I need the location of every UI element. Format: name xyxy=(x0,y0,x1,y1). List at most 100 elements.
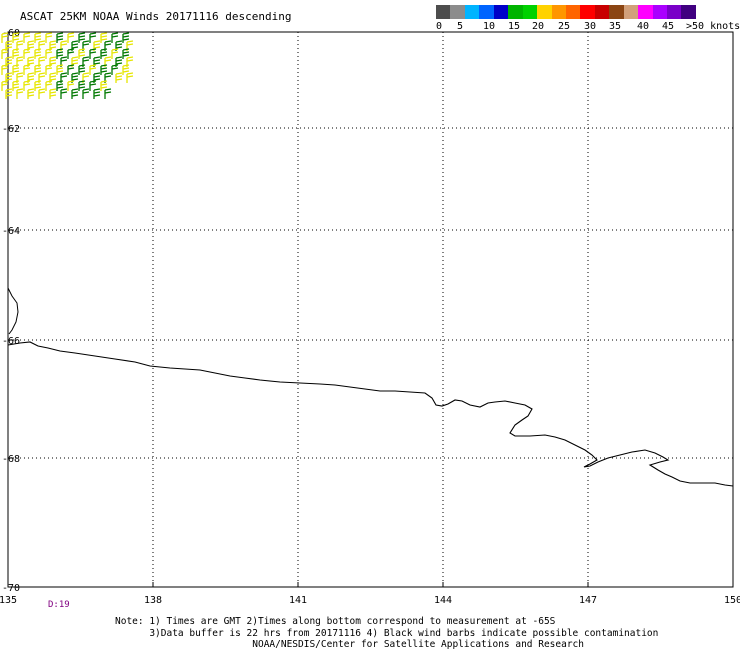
legend-label-6: 30 xyxy=(584,21,597,32)
wind-barb xyxy=(49,88,57,99)
wind-barb xyxy=(5,88,13,99)
wind-barb xyxy=(89,64,97,75)
wind-barb xyxy=(122,32,130,43)
footnote-line-1: Note: 1) Times are GMT 2)Times along bot… xyxy=(115,616,556,627)
legend-label-2: 10 xyxy=(483,21,496,32)
lat-label--60: -60 xyxy=(2,28,20,39)
wind-barb xyxy=(122,48,130,59)
wind-barb xyxy=(56,80,64,91)
footnote-line-3: NOAA/NESDIS/Center for Satellite Applica… xyxy=(115,639,584,650)
legend-swatch-14 xyxy=(638,5,653,19)
wind-barb xyxy=(1,32,9,43)
wind-barb xyxy=(12,32,20,43)
wind-barb xyxy=(12,64,20,75)
legend-label-3: 15 xyxy=(508,21,521,32)
legend-label-1: 5 xyxy=(457,21,464,32)
legend-swatch-3 xyxy=(479,5,494,19)
legend-swatch-5 xyxy=(508,5,523,19)
wind-barb xyxy=(122,64,130,75)
time-marker: D:19 xyxy=(48,600,70,610)
legend-swatch-4 xyxy=(493,5,509,19)
wind-barb xyxy=(89,32,97,43)
footnote: Note: 1) Times are GMT 2)Times along bot… xyxy=(115,616,658,651)
legend-label-0: 0 xyxy=(436,21,443,32)
legend-label-8: 40 xyxy=(637,21,650,32)
legend-swatch-0 xyxy=(436,5,451,19)
wind-barb xyxy=(67,32,75,43)
coastline-main xyxy=(7,341,734,487)
legend-swatch-17 xyxy=(681,5,696,19)
lat-label--64: -64 xyxy=(2,226,20,237)
wind-barb xyxy=(78,48,86,59)
wind-barb xyxy=(12,48,20,59)
legend-swatch-10 xyxy=(580,5,595,19)
wind-barb xyxy=(104,88,112,99)
lon-label-138: 138 xyxy=(144,595,162,606)
wind-barb xyxy=(27,88,35,99)
map-grid xyxy=(8,32,733,587)
lon-label-147: 147 xyxy=(579,595,597,606)
wind-barb xyxy=(111,64,119,75)
wind-barb xyxy=(78,32,86,43)
legend-swatch-12 xyxy=(609,5,624,19)
wind-barb xyxy=(71,40,79,51)
legend-swatch-11 xyxy=(594,5,610,19)
lat-label--68: -68 xyxy=(2,454,20,465)
lat-label--70: -70 xyxy=(2,583,20,594)
wind-barb xyxy=(1,80,9,91)
wind-barb xyxy=(111,32,119,43)
wind-barb xyxy=(56,64,64,75)
wind-barb xyxy=(60,88,68,99)
legend-swatch-7 xyxy=(537,5,552,19)
wind-barb xyxy=(49,72,57,83)
wind-barb xyxy=(56,32,64,43)
lon-label-144: 144 xyxy=(434,595,452,606)
wind-barb xyxy=(1,64,9,75)
wind-barb xyxy=(23,80,31,91)
wind-barb xyxy=(67,80,75,91)
lon-label-141: 141 xyxy=(289,595,307,606)
lat-label--66: -66 xyxy=(2,336,20,347)
legend-swatch-1 xyxy=(450,5,465,19)
legend-label-10: >50 knots xyxy=(686,21,740,32)
wind-barb xyxy=(89,80,97,91)
wind-barb xyxy=(100,32,108,43)
wind-barb xyxy=(23,48,31,59)
wind-barb xyxy=(34,48,42,59)
legend-swatch-16 xyxy=(667,5,682,19)
footnote-line-2: 3)Data buffer is 22 hrs from 20171116 4)… xyxy=(115,627,659,639)
wind-barb xyxy=(67,48,75,59)
wind-barb xyxy=(126,72,134,83)
legend-swatch-15 xyxy=(652,5,667,19)
wind-barb xyxy=(45,64,53,75)
wind-barb xyxy=(34,80,42,91)
wind-barb xyxy=(100,48,108,59)
legend-label-4: 20 xyxy=(532,21,545,32)
wind-barb xyxy=(38,88,46,99)
map-frame xyxy=(7,31,734,588)
wind-barb xyxy=(12,80,20,91)
wind-barb xyxy=(93,88,101,99)
wind-barb xyxy=(56,48,64,59)
legend-label-5: 25 xyxy=(558,21,571,32)
wind-barb xyxy=(89,48,97,59)
wind-barb xyxy=(1,48,9,59)
lat-label--62: -62 xyxy=(2,124,20,135)
wind-barb xyxy=(100,64,108,75)
legend-swatch-13 xyxy=(623,5,639,19)
wind-barb xyxy=(45,48,53,59)
wind-barb xyxy=(16,88,24,99)
wind-barb xyxy=(45,80,53,91)
legend-swatch-9 xyxy=(565,5,581,19)
map-axes: 135 138 141 144 147 150 -60 -62 -64 -66 -68 -70 xyxy=(0,28,740,606)
wind-barb xyxy=(23,64,31,75)
coastline-island xyxy=(7,287,19,335)
wind-barb xyxy=(111,48,119,59)
wind-speed-legend xyxy=(436,5,696,19)
legend-swatch-6 xyxy=(522,5,538,19)
coastline xyxy=(7,287,734,487)
wind-barb xyxy=(78,80,86,91)
wind-barbs xyxy=(1,32,134,99)
wind-barb xyxy=(45,32,53,43)
